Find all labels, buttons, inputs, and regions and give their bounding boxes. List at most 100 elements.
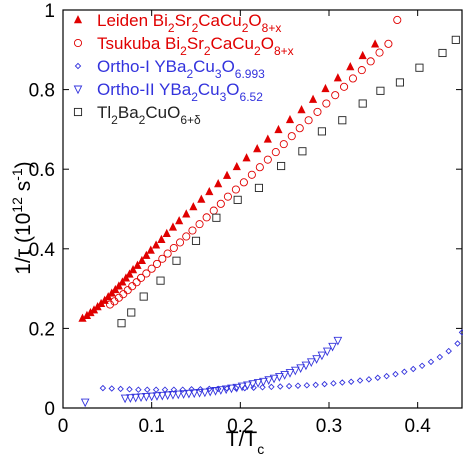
data-point bbox=[322, 347, 332, 357]
y-tick-label: 0.6 bbox=[29, 160, 55, 181]
legend-marker bbox=[73, 15, 83, 24]
y-tick-label: 0.2 bbox=[29, 319, 55, 340]
data-point bbox=[304, 116, 313, 125]
data-point bbox=[223, 192, 232, 201]
data-point bbox=[285, 382, 293, 390]
data-point bbox=[371, 39, 380, 48]
data-point bbox=[175, 238, 185, 247]
data-point bbox=[147, 392, 156, 402]
data-point bbox=[436, 353, 444, 361]
legend-marker bbox=[74, 62, 82, 70]
series-4 bbox=[117, 35, 460, 328]
y-tick-label: 0 bbox=[44, 399, 55, 420]
legend-entry: Leiden Bi2Sr2CaCu2O8+x bbox=[73, 11, 281, 35]
data-point bbox=[358, 50, 367, 60]
data-point bbox=[375, 48, 384, 57]
plot-border bbox=[62, 9, 463, 409]
data-point bbox=[356, 377, 364, 384]
data-point bbox=[254, 183, 264, 192]
data-point bbox=[280, 371, 289, 380]
data-point bbox=[195, 220, 204, 229]
series-0 bbox=[78, 39, 380, 322]
data-point bbox=[255, 163, 264, 172]
data-point bbox=[409, 365, 417, 373]
data-point bbox=[233, 195, 242, 204]
data-point bbox=[296, 364, 305, 374]
data-point bbox=[322, 99, 331, 108]
data-point bbox=[136, 273, 146, 282]
data-point bbox=[157, 234, 166, 243]
data-point bbox=[294, 382, 302, 389]
series-2 bbox=[99, 329, 463, 393]
data-point bbox=[374, 374, 382, 381]
data-point bbox=[275, 373, 284, 382]
y-axis-label: 1/τ (1012 s-1) bbox=[9, 161, 35, 274]
data-point bbox=[445, 347, 452, 355]
data-point bbox=[175, 216, 184, 225]
data-point bbox=[438, 48, 447, 58]
data-point bbox=[211, 387, 220, 396]
data-point bbox=[118, 277, 127, 286]
data-point bbox=[121, 273, 131, 282]
data-point bbox=[189, 202, 198, 211]
data-point bbox=[253, 144, 262, 153]
data-point bbox=[239, 178, 248, 187]
data-point bbox=[99, 384, 107, 392]
data-point bbox=[451, 35, 460, 44]
y-tick-label: 0.8 bbox=[29, 81, 55, 102]
data-point bbox=[418, 362, 426, 370]
x-axis-label: T/Tc bbox=[226, 428, 265, 457]
data-point bbox=[133, 260, 142, 269]
data-point bbox=[263, 134, 272, 143]
data-point bbox=[202, 213, 211, 222]
data-point bbox=[331, 91, 340, 100]
legend-entry: Ortho-I YBa2Cu3O6.993 bbox=[74, 57, 265, 81]
data-point bbox=[128, 265, 138, 274]
y-tick-label: 1 bbox=[44, 1, 55, 22]
data-point bbox=[317, 127, 326, 136]
data-point bbox=[117, 319, 126, 328]
data-point bbox=[259, 384, 266, 391]
data-point bbox=[142, 250, 151, 259]
data-point bbox=[458, 329, 463, 336]
x-tick-label: 0.2 bbox=[227, 416, 253, 437]
data-point bbox=[312, 355, 321, 364]
x-tick-label: 0.1 bbox=[138, 416, 164, 437]
data-point bbox=[306, 358, 316, 368]
data-point bbox=[214, 179, 223, 188]
data-point bbox=[295, 124, 304, 133]
data-point bbox=[308, 94, 318, 103]
data-point bbox=[395, 78, 404, 87]
data-point bbox=[172, 256, 181, 265]
legend-label: Ortho-I YBa2Cu3O6.993 bbox=[97, 57, 265, 81]
data-point bbox=[197, 194, 206, 203]
data-point bbox=[243, 381, 252, 391]
legend-entry: Tl2Ba2CuO6+δ bbox=[73, 103, 201, 127]
data-point bbox=[184, 389, 194, 399]
data-point bbox=[242, 153, 251, 162]
legend-label: Ortho-II YBa2Cu3O6.52 bbox=[97, 80, 263, 104]
data-point bbox=[454, 340, 461, 347]
data-point bbox=[209, 206, 218, 215]
data-point bbox=[126, 386, 133, 393]
series-3 bbox=[80, 336, 343, 408]
data-point bbox=[152, 240, 161, 249]
data-point bbox=[214, 385, 222, 393]
data-point bbox=[205, 387, 215, 397]
data-point bbox=[264, 376, 274, 385]
data-point bbox=[321, 83, 330, 93]
data-point bbox=[114, 281, 123, 290]
data-point bbox=[135, 386, 142, 393]
data-point bbox=[222, 170, 232, 179]
data-point bbox=[212, 213, 221, 222]
data-point bbox=[188, 226, 197, 235]
series-1 bbox=[105, 15, 402, 309]
data-point bbox=[216, 386, 226, 395]
data-point bbox=[152, 259, 162, 268]
data-point bbox=[108, 385, 116, 392]
data-point bbox=[328, 342, 337, 352]
data-point bbox=[285, 114, 295, 124]
data-point bbox=[136, 393, 146, 403]
data-point bbox=[312, 381, 319, 389]
data-point bbox=[346, 62, 355, 71]
